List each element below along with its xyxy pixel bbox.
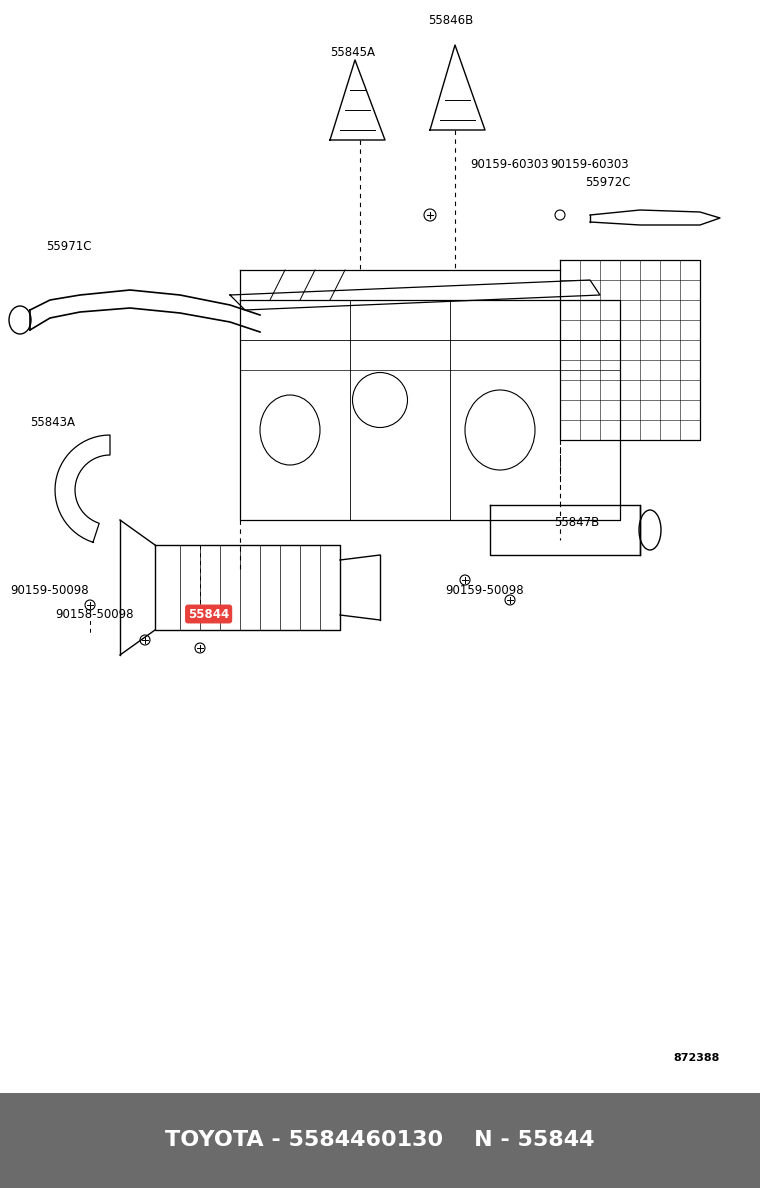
Text: 872388: 872388 <box>673 1053 720 1063</box>
Text: 55843A: 55843A <box>30 416 75 429</box>
Text: 55972C: 55972C <box>585 176 631 189</box>
Text: 90159-60303: 90159-60303 <box>550 158 629 171</box>
Text: 90158-50098: 90158-50098 <box>55 607 134 620</box>
Circle shape <box>140 636 150 645</box>
Text: 90159-50098: 90159-50098 <box>10 583 89 596</box>
Text: 55844: 55844 <box>188 607 230 620</box>
Text: 55845A: 55845A <box>330 45 375 58</box>
Circle shape <box>85 600 95 609</box>
Text: 55971C: 55971C <box>46 240 91 253</box>
Circle shape <box>424 209 436 221</box>
Circle shape <box>460 575 470 584</box>
Circle shape <box>555 210 565 220</box>
FancyBboxPatch shape <box>0 1093 760 1188</box>
Circle shape <box>505 595 515 605</box>
Text: 55847B: 55847B <box>554 517 599 530</box>
Circle shape <box>195 643 205 653</box>
Text: TOYOTA - 5584460130    N - 55844: TOYOTA - 5584460130 N - 55844 <box>165 1131 595 1150</box>
Text: 90159-50098: 90159-50098 <box>445 583 524 596</box>
Text: 90159-60303: 90159-60303 <box>470 158 549 171</box>
Text: 55846B: 55846B <box>428 13 473 26</box>
